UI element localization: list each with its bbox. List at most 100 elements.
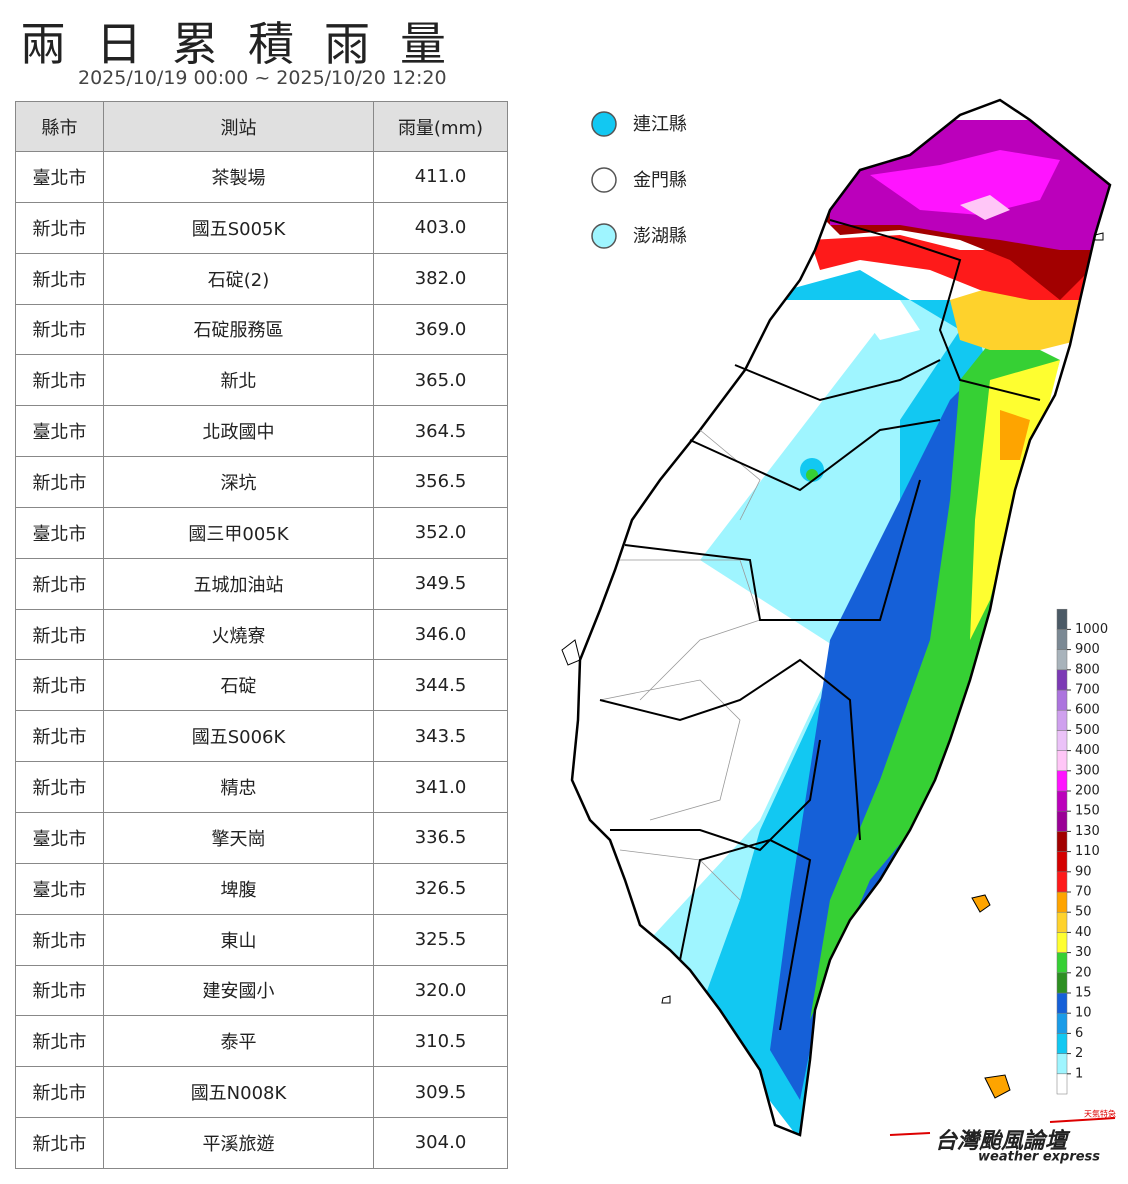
table-cell: 新北市 (15, 303, 104, 356)
table-cell: 新北市 (15, 1066, 104, 1119)
colorbar-segment (1056, 932, 1068, 953)
island-marker (591, 223, 617, 249)
colorbar-label: 6 (1075, 1026, 1083, 1041)
table-cell: 臺北市 (15, 811, 104, 864)
table-cell: 349.5 (373, 557, 508, 610)
table-cell: 352.0 (373, 506, 508, 559)
table-cell: 國五S006K (103, 710, 374, 763)
colorbar-segment (1056, 851, 1068, 873)
table-row: 臺北市 茶製場 411.0 (15, 151, 508, 203)
table-cell: 新北市 (15, 964, 104, 1017)
colorbar-segment (1056, 1033, 1068, 1054)
colorbar-label: 600 (1075, 703, 1100, 718)
colorbar-segment (1056, 730, 1068, 751)
colorbar-segment (1056, 750, 1068, 772)
table-cell: 深坑 (103, 456, 374, 508)
logo: 天氣特急 台灣颱風論壇 weather express (889, 1109, 1116, 1165)
table-row: 臺北市 國三甲005K 352.0 (15, 506, 508, 559)
table-row: 新北市 深坑 356.5 (15, 456, 508, 508)
header-row: 縣市 測站 雨量(mm) (15, 101, 508, 152)
colorbar-segment (1056, 790, 1068, 812)
column-header: 測站 (103, 101, 374, 152)
table-cell: 新北市 (15, 608, 104, 661)
colorbar-segment (1056, 689, 1068, 711)
county-lines (599, 219, 1041, 1031)
table-cell: 364.5 (373, 405, 508, 458)
table-cell: 365.0 (373, 354, 508, 407)
table-row: 新北市 建安國小 320.0 (15, 964, 508, 1017)
table-cell: 403.0 (373, 201, 508, 254)
table-cell: 埤腹 (103, 862, 374, 915)
colorbar-label: 300 (1075, 763, 1100, 778)
table-cell: 310.5 (373, 1015, 508, 1068)
island-marker (591, 111, 617, 137)
colorbar-label: 30 (1075, 945, 1092, 960)
table-row: 新北市 精忠 341.0 (15, 761, 508, 813)
colorbar-label: 50 (1075, 905, 1092, 920)
table-cell: 國五S005K (103, 201, 374, 254)
table-row: 新北市 石碇服務區 369.0 (15, 303, 508, 356)
table-cell: 臺北市 (15, 151, 104, 203)
table-cell: 精忠 (103, 761, 374, 813)
colorbar-segment (1056, 891, 1068, 913)
colorbar-label: 130 (1075, 824, 1100, 839)
colorbar-label: 400 (1075, 743, 1100, 758)
table-cell: 石碇服務區 (103, 303, 374, 356)
table-cell: 臺北市 (15, 862, 104, 915)
table-row: 新北市 國五S005K 403.0 (15, 201, 508, 254)
table-cell: 382.0 (373, 252, 508, 305)
table-row: 新北市 五城加油站 349.5 (15, 557, 508, 610)
table-cell: 擎天崗 (103, 811, 374, 864)
table-row: 新北市 國五S006K 343.5 (15, 710, 508, 763)
colorbar-segment (1056, 1012, 1068, 1034)
island-marker (591, 167, 617, 193)
colorbar-label: 110 (1075, 844, 1100, 859)
table-cell: 369.0 (373, 303, 508, 356)
table-cell: 新北市 (15, 252, 104, 305)
table-cell: 東山 (103, 913, 374, 966)
table-cell: 343.5 (373, 710, 508, 763)
table-cell: 建安國小 (103, 964, 374, 1017)
table-cell: 臺北市 (15, 506, 104, 559)
colorbar-label: 700 (1075, 683, 1100, 698)
colorbar-segment (1056, 669, 1068, 691)
logo-stroke (889, 1132, 931, 1136)
table-row: 臺北市 埤腹 326.5 (15, 862, 508, 915)
table-cell: 國五N008K (103, 1066, 374, 1119)
table-cell: 325.5 (373, 913, 508, 966)
colorbar-segment (1056, 1073, 1068, 1095)
colorbar-label: 500 (1075, 723, 1100, 738)
island-label: 澎湖縣 (633, 226, 687, 247)
table-cell: 火燒寮 (103, 608, 374, 661)
table-cell: 新北市 (15, 659, 104, 712)
title: 兩日累積雨量 (20, 17, 476, 71)
island-label: 連江縣 (633, 114, 687, 135)
colorbar-segment (1056, 1053, 1068, 1075)
table-cell: 泰平 (103, 1015, 374, 1068)
colorbar-label: 900 (1075, 642, 1100, 657)
column-header: 雨量(mm) (373, 101, 508, 152)
table-cell: 新北市 (15, 1117, 104, 1169)
table-cell: 新北市 (15, 913, 104, 966)
rain-table: 縣市 測站 雨量(mm) 臺北市 茶製場 411.0 新北市 國五S005K 403.0 新北市… (15, 101, 508, 1169)
colorbar-label: 150 (1075, 804, 1100, 819)
colorbar-label: 1 (1075, 1066, 1083, 1081)
island-label: 金門縣 (633, 170, 687, 191)
table-row: 新北市 泰平 310.5 (15, 1015, 508, 1068)
logo-stroke (1049, 1117, 1116, 1123)
colorbar-segment (1056, 831, 1068, 852)
table-cell: 新北市 (15, 1015, 104, 1068)
colorbar-label: 15 (1075, 986, 1092, 1001)
table-cell: 新北 (103, 354, 374, 407)
subtitle: 2025/10/19 00:00 ~ 2025/10/20 12:20 (78, 67, 447, 89)
colorbar-segment (1056, 629, 1068, 650)
colorbar-segment (1056, 871, 1068, 893)
table-cell: 國三甲005K (103, 506, 374, 559)
table-cell: 326.5 (373, 862, 508, 915)
colorbar-segment (1056, 952, 1068, 974)
table-cell: 304.0 (373, 1117, 508, 1169)
colorbar-label: 10 (1075, 1006, 1092, 1021)
table-row: 臺北市 擎天崗 336.5 (15, 811, 508, 864)
